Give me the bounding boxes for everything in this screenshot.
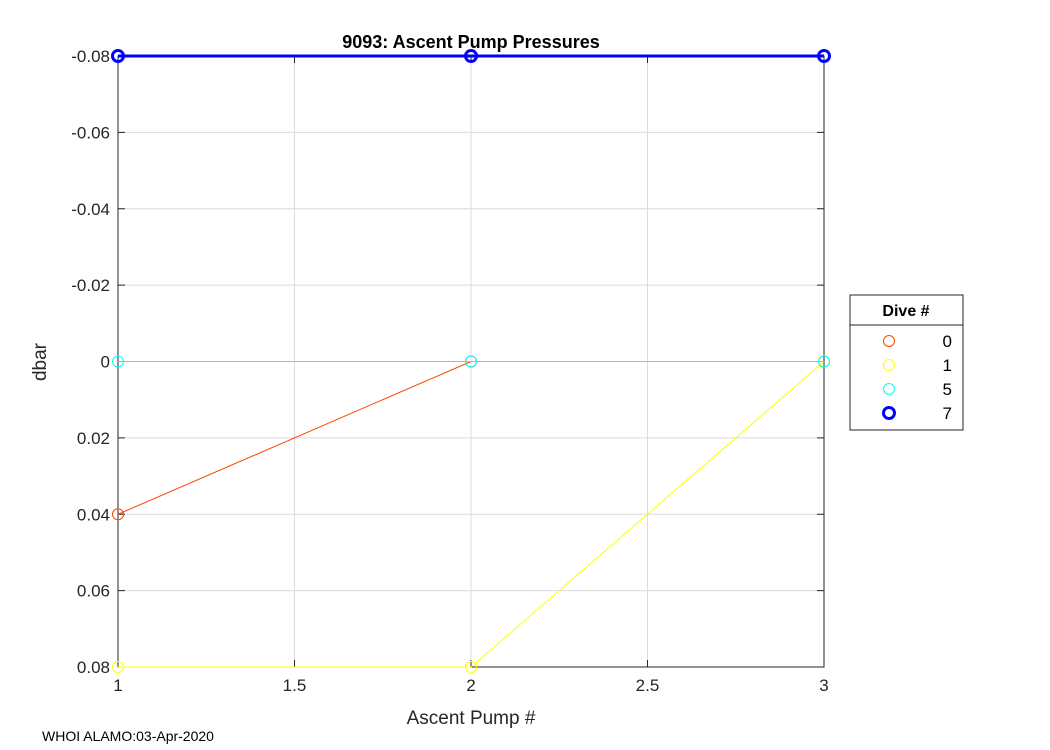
y-tick-label: 0.04: [77, 505, 110, 524]
data-point-dive-7: [111, 49, 125, 63]
y-axis-label: dbar: [30, 342, 51, 381]
y-tick-label: 0.02: [77, 429, 110, 448]
legend-marker-icon: [883, 359, 895, 371]
x-tick-label: 2.5: [636, 676, 660, 695]
legend-marker-icon: [883, 383, 895, 395]
y-tick-label: -0.06: [71, 123, 110, 142]
y-tick-label: 0: [101, 353, 110, 372]
x-tick-label: 3: [819, 676, 828, 695]
legend-label: 0: [943, 332, 952, 351]
data-point-dive-7: [464, 49, 478, 63]
legend-marker-icon: [883, 335, 895, 347]
legend: Dive # 0 1 5 7: [849, 294, 964, 431]
legend-label: 5: [943, 380, 952, 399]
legend-box: [849, 294, 964, 431]
chart-title: 9093: Ascent Pump Pressures: [342, 32, 599, 52]
y-tick-label: 0.06: [77, 582, 110, 601]
footer-stamp: WHOI ALAMO:03-Apr-2020: [42, 728, 214, 744]
data-point-dive-5: [112, 355, 124, 368]
data-point-dive-5: [465, 355, 477, 368]
x-tick-label: 1.5: [283, 676, 307, 695]
data-point-dive-1: [112, 661, 124, 673]
data-point-dive-5: [818, 355, 830, 368]
y-tick-label: 0.08: [77, 658, 110, 677]
legend-label: 1: [943, 356, 952, 375]
legend-title: Dive #: [882, 303, 929, 320]
data-point-dive-0: [112, 508, 124, 521]
legend-label: 7: [943, 404, 952, 423]
y-tick-label: -0.04: [71, 200, 110, 219]
data-point-dive-7: [817, 49, 831, 63]
ticks: 1 1.5 2 2.5 3 -0.08 -0.06 -0.04 -0.02 0 0.02 0.04 0.…: [71, 47, 828, 695]
x-tick-label: 1: [113, 676, 122, 695]
x-tick-label: 2: [466, 676, 475, 695]
x-axis-label: Ascent Pump #: [407, 708, 536, 729]
series-line-dive-1: [118, 361, 825, 668]
series-group: [111, 49, 831, 673]
y-tick-label: -0.08: [71, 47, 110, 66]
legend-marker-icon: [882, 406, 896, 420]
data-point-dive-1: [465, 661, 477, 673]
y-tick-label: -0.02: [71, 276, 110, 295]
